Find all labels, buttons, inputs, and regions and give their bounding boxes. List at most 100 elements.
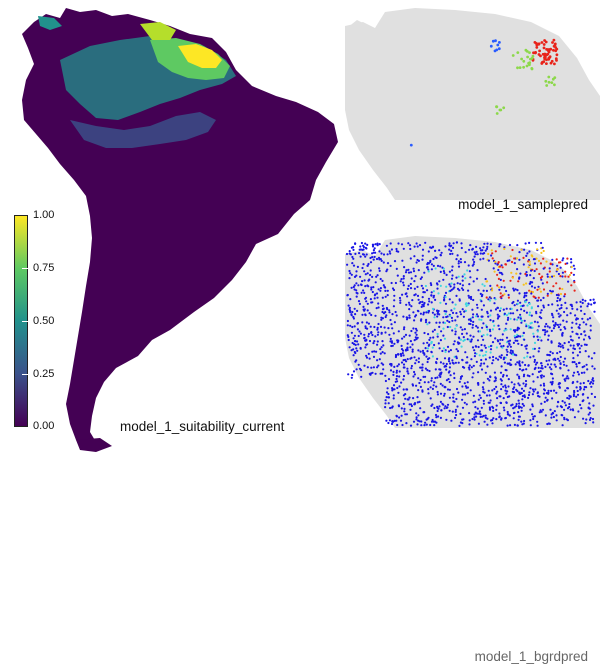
background-point [589,417,592,420]
background-point [354,343,357,346]
background-point [570,265,573,269]
background-point [533,286,536,289]
background-point [590,303,593,306]
background-point [436,312,439,315]
background-point [562,360,565,363]
background-point [427,392,430,395]
background-point [380,259,383,262]
background-point [493,302,496,305]
background-point [451,246,455,249]
background-point [431,330,434,333]
background-point [510,307,513,310]
background-point [464,277,467,280]
background-point [516,373,519,376]
background-point [390,323,393,326]
background-point [472,364,475,367]
background-point [431,246,434,249]
background-point [442,267,445,270]
background-point [536,335,539,338]
background-point [521,402,524,406]
background-point [405,269,408,272]
background-point [475,315,478,318]
background-point [374,293,377,296]
background-point [526,351,529,354]
background-point [431,311,434,314]
background-point [432,290,435,293]
background-point [500,417,503,420]
background-point [516,244,519,247]
background-point [480,362,483,365]
background-point [566,314,569,317]
background-point [576,317,579,320]
background-point [426,369,429,372]
background-point [505,307,508,310]
background-point [556,296,559,300]
background-point [547,334,550,337]
sample-point [516,51,520,54]
background-point [439,339,442,342]
background-point [420,305,423,308]
background-point [505,392,508,395]
background-point [430,268,433,271]
background-point [380,252,383,255]
background-point [384,295,387,298]
background-point [503,286,506,289]
background-point [361,266,364,270]
background-point [364,296,368,299]
background-point [490,254,493,257]
background-point [526,304,529,307]
background-point [512,312,515,315]
background-point [395,377,398,381]
background-point [473,418,476,421]
background-point [359,283,363,286]
background-point [530,314,533,317]
background-point [434,249,437,252]
background-point [432,296,435,299]
background-point [536,299,539,302]
background-point [372,249,375,252]
background-point [409,340,412,343]
background-point [530,285,534,288]
background-point [480,335,483,338]
background-point [417,377,420,380]
background-point [468,364,471,367]
background-point [533,262,537,265]
background-point [352,315,355,319]
background-point [366,243,369,246]
sample-point [535,46,539,49]
background-point [398,296,402,300]
background-point [445,285,448,288]
background-point [475,415,478,418]
background-point [524,385,527,388]
background-point [350,286,353,289]
background-point [353,350,356,354]
background-point [451,359,454,362]
background-point [356,322,359,325]
background-point [507,413,510,416]
background-point [407,242,410,245]
background-point [415,384,418,387]
background-point [517,418,520,421]
background-point [371,256,374,259]
background-point [360,241,363,245]
background-point [583,330,586,333]
background-point [491,422,494,425]
background-point [547,392,550,395]
background-point [457,265,461,268]
sample-point [554,49,558,53]
background-point [396,365,399,368]
background-point [379,348,382,351]
background-point [348,250,351,253]
background-point [500,388,503,391]
background-point [436,332,439,336]
background-point [449,325,452,329]
background-point [593,310,596,313]
background-point [531,405,534,408]
background-point [363,291,366,294]
background-point [535,312,538,315]
background-point [392,394,395,397]
background-point [531,403,534,406]
background-point [391,313,394,316]
background-point [462,315,465,318]
background-point [472,372,475,375]
